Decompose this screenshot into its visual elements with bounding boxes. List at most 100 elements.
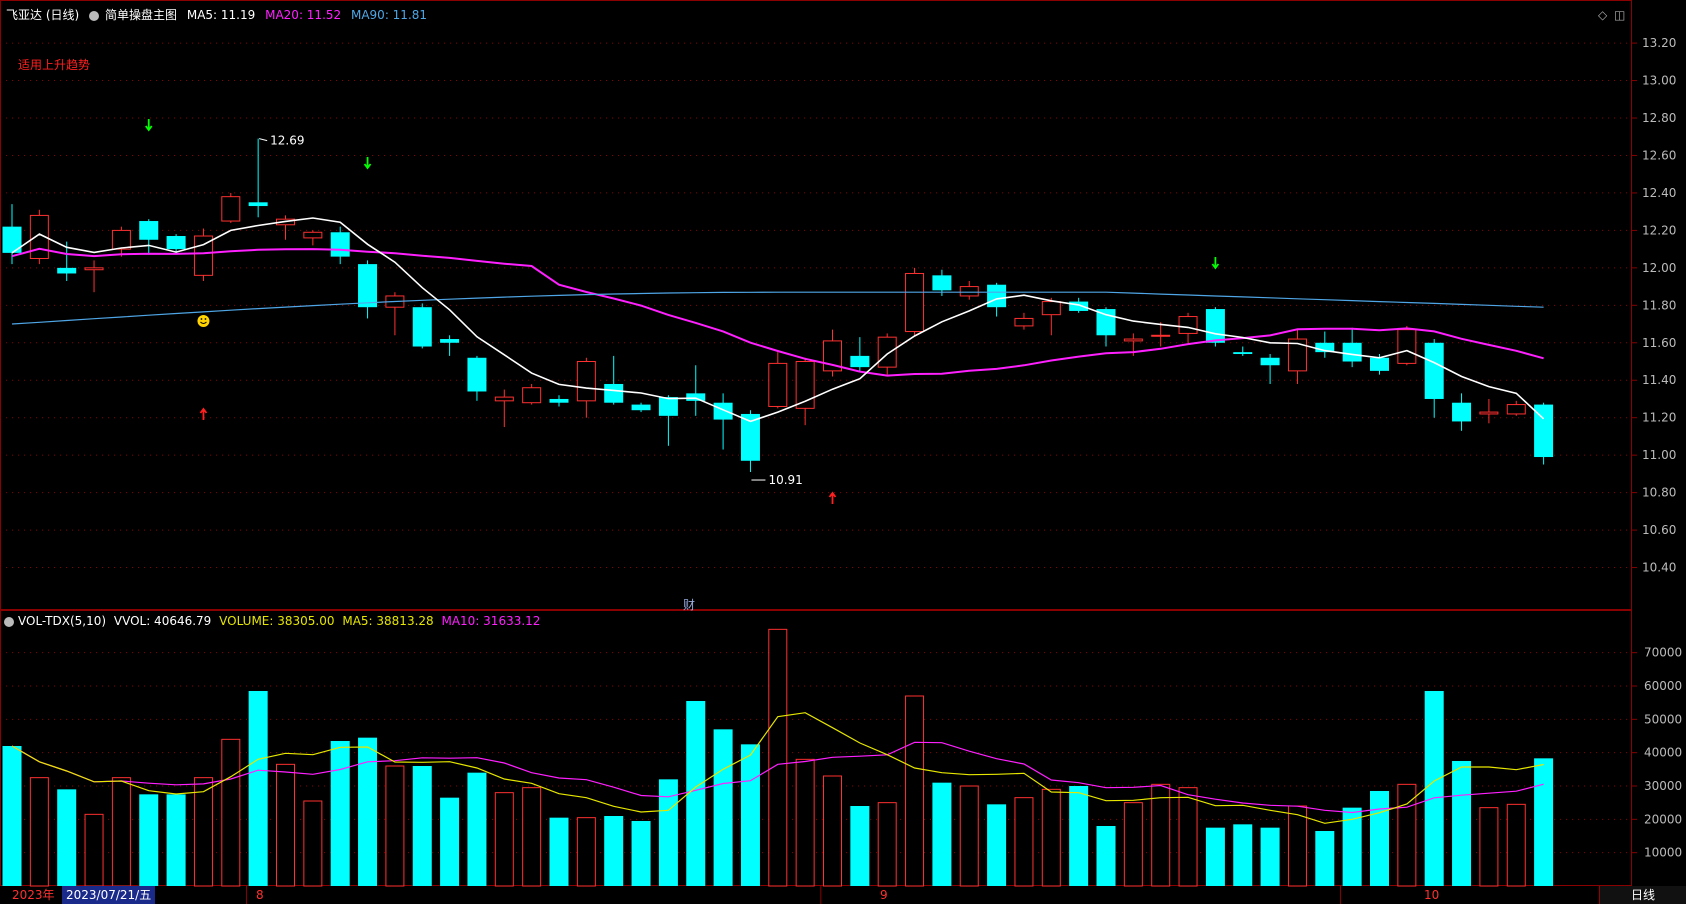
finance-marker[interactable]: 财 bbox=[683, 598, 696, 612]
volume-bar-down bbox=[1096, 826, 1116, 886]
period-selector[interactable]: 日线 bbox=[1599, 886, 1686, 904]
candle-body-up bbox=[768, 362, 788, 407]
candle-body-up bbox=[221, 196, 241, 222]
chart-name[interactable]: 简单操盘主图 bbox=[105, 8, 178, 22]
volume-ma-lines bbox=[11, 712, 1544, 824]
volume-ma5-line bbox=[11, 712, 1544, 824]
candle-body-down bbox=[1534, 404, 1554, 458]
volume-series[interactable] bbox=[2, 628, 1554, 887]
diamond-icon[interactable]: ◇ bbox=[1598, 8, 1608, 22]
strategy-hint: 适用上升趋势 bbox=[18, 58, 91, 72]
volume-bar-up bbox=[1014, 797, 1034, 887]
candle-body-down bbox=[358, 264, 378, 308]
signal-arrows bbox=[145, 119, 1220, 504]
candle-body-down bbox=[631, 404, 651, 411]
date-axis: 2023年 2023/07/21/五 8 9 10 bbox=[0, 886, 1686, 904]
volume-bar-up bbox=[1178, 787, 1198, 887]
sell-signal-arrow bbox=[1211, 257, 1220, 270]
chart-header: 飞亚达 (日线) 简单操盘主图 MA5: 11.19 MA20: 11.52 M… bbox=[0, 0, 1630, 30]
volume-bar-down bbox=[358, 737, 378, 886]
candle-body-down bbox=[1260, 357, 1280, 366]
price-tick-label: 11.20 bbox=[1642, 411, 1676, 425]
volume-bar-down bbox=[440, 797, 460, 886]
smiley-eye bbox=[200, 318, 203, 320]
candle-body-up bbox=[1151, 334, 1171, 337]
volume-bar-up bbox=[303, 800, 323, 887]
candle-body-down bbox=[2, 226, 22, 253]
candle-body-up bbox=[1123, 338, 1143, 342]
volume-value: VOLUME: 38305.00 bbox=[219, 614, 335, 628]
price-tick-label: 10.80 bbox=[1642, 486, 1676, 500]
candle-body-down bbox=[1424, 342, 1444, 399]
candle-body-up bbox=[1014, 317, 1034, 327]
month-mark-oct: 10 bbox=[1424, 888, 1440, 902]
candle-body-down bbox=[1205, 309, 1225, 343]
stock-title[interactable]: 飞亚达 (日线) bbox=[6, 8, 80, 22]
candle-body-up bbox=[576, 361, 596, 402]
volume-ma10-line bbox=[11, 741, 1544, 814]
candle-body-down bbox=[740, 413, 760, 461]
sell-signal-arrow bbox=[145, 119, 153, 132]
volume-bar-down bbox=[740, 744, 760, 886]
volume-bar-down bbox=[467, 772, 487, 886]
price-tick-label: 12.20 bbox=[1642, 223, 1676, 237]
volume-menu-icon[interactable] bbox=[4, 616, 14, 627]
collapse-panel-icon[interactable]: ◫ bbox=[1614, 8, 1626, 22]
candle-body-down bbox=[248, 202, 268, 207]
volume-bar-up bbox=[576, 817, 596, 887]
volume-header: VOL-TDX(5,10) VVOL: 40646.79 VOLUME: 383… bbox=[0, 611, 544, 631]
volume-bar-down bbox=[1424, 691, 1444, 886]
candle-body-up bbox=[877, 336, 897, 368]
selected-date: 2023/07/21/五 bbox=[62, 886, 156, 904]
candle-body-up bbox=[1479, 411, 1499, 415]
volume-bar-up bbox=[221, 738, 241, 887]
candle-body-up bbox=[111, 229, 131, 250]
high-price-label: 12.69 bbox=[270, 134, 304, 148]
volume-bar-up bbox=[795, 758, 815, 887]
ma90-line bbox=[11, 291, 1544, 325]
price-tick-label: 12.00 bbox=[1642, 261, 1676, 275]
volume-tick-label: 50000 bbox=[1644, 712, 1682, 726]
candlestick-series[interactable] bbox=[2, 138, 1554, 473]
candle-body-up bbox=[795, 361, 815, 409]
ma90-value: MA90: 11.81 bbox=[350, 8, 428, 22]
volume-bar-up bbox=[522, 787, 542, 887]
volume-bar-up bbox=[193, 777, 213, 887]
volume-bar-down bbox=[631, 821, 651, 886]
candle-body-down bbox=[1370, 357, 1389, 371]
volume-bar-down bbox=[686, 701, 706, 886]
candle-body-down bbox=[549, 398, 569, 403]
smiley-mouth bbox=[200, 321, 207, 324]
candle-body-down bbox=[932, 275, 952, 291]
price-tick-label: 12.40 bbox=[1642, 186, 1676, 200]
volume-bar-down bbox=[412, 766, 432, 886]
indicator-menu-icon[interactable] bbox=[89, 10, 100, 21]
candle-body-down bbox=[686, 393, 706, 401]
volume-bar-down bbox=[330, 741, 350, 886]
volume-bar-up bbox=[905, 695, 925, 887]
volume-tick-label: 70000 bbox=[1644, 646, 1682, 660]
volume-indicator-name[interactable]: VOL-TDX(5,10) bbox=[18, 614, 107, 628]
candle-body-up bbox=[522, 387, 542, 404]
candle-body-down bbox=[166, 236, 186, 250]
candle-body-down bbox=[440, 339, 460, 343]
volume-bar-down bbox=[987, 804, 1007, 886]
volume-tick-label: 60000 bbox=[1644, 679, 1682, 693]
volume-bar-up bbox=[385, 765, 405, 887]
candle-body-up bbox=[303, 231, 323, 239]
volume-bar-up bbox=[1506, 803, 1526, 887]
volume-ma10-value: MA10: 31633.12 bbox=[441, 614, 541, 628]
price-tick-label: 12.60 bbox=[1642, 148, 1676, 162]
price-tick-label: 11.40 bbox=[1642, 373, 1676, 387]
volume-bar-up bbox=[494, 792, 514, 887]
smiley-eye bbox=[204, 318, 207, 320]
volume-bar-down bbox=[57, 789, 77, 886]
volume-bar-down bbox=[1370, 791, 1389, 886]
volume-bar-down bbox=[139, 794, 159, 886]
candle-body-down bbox=[467, 357, 487, 392]
volume-bar-up bbox=[1479, 807, 1499, 887]
buy-signal-arrow bbox=[199, 407, 208, 420]
volume-tick-label: 20000 bbox=[1644, 812, 1682, 826]
candle-body-up bbox=[1041, 301, 1061, 316]
